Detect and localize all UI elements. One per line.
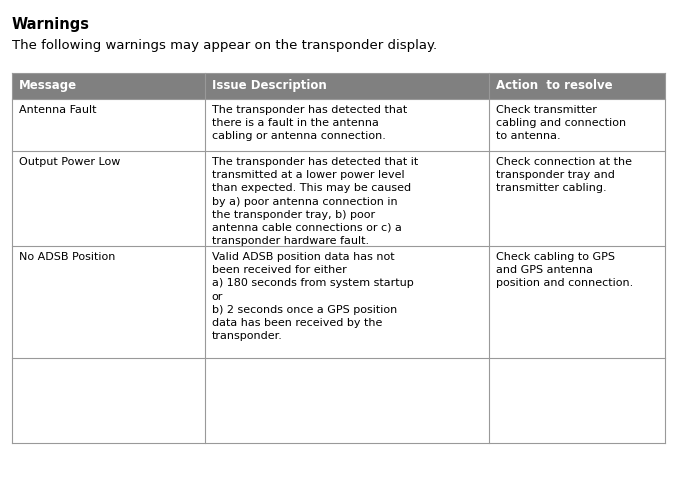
- Text: Valid ADSB position data has not
been received for either
a) 180 seconds from sy: Valid ADSB position data has not been re…: [212, 251, 414, 341]
- Text: Action  to resolve: Action to resolve: [496, 79, 612, 92]
- Text: Check cabling to GPS
and GPS antenna
position and connection.: Check cabling to GPS and GPS antenna pos…: [496, 251, 633, 288]
- Text: Check transmitter
cabling and connection
to antenna.: Check transmitter cabling and connection…: [496, 105, 626, 141]
- Text: Output Power Low: Output Power Low: [19, 157, 121, 167]
- Text: The following warnings may appear on the transponder display.: The following warnings may appear on the…: [12, 39, 437, 52]
- Text: No ADSB Position: No ADSB Position: [19, 251, 115, 262]
- Text: The transponder has detected that
there is a fault in the antenna
cabling or ant: The transponder has detected that there …: [212, 105, 407, 141]
- Text: Check connection at the
transponder tray and
transmitter cabling.: Check connection at the transponder tray…: [496, 157, 632, 193]
- Text: Warnings: Warnings: [12, 17, 90, 32]
- Bar: [12, 74, 665, 100]
- Text: Antenna Fault: Antenna Fault: [19, 105, 97, 115]
- Text: Message: Message: [19, 79, 77, 92]
- Text: Issue Description: Issue Description: [212, 79, 326, 92]
- Text: The transponder has detected that it
transmitted at a lower power level
than exp: The transponder has detected that it tra…: [212, 157, 418, 245]
